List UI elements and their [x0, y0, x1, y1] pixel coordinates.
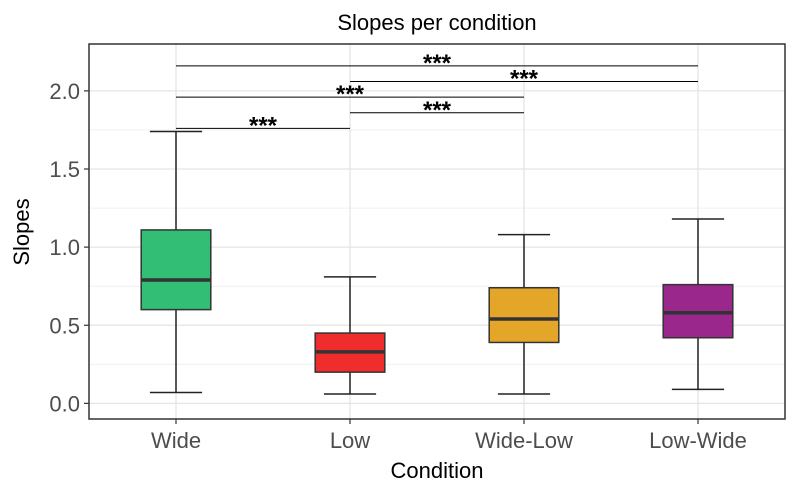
significance-label: ***	[423, 50, 452, 77]
x-axis-title: Condition	[391, 458, 484, 483]
significance-label: ***	[336, 81, 365, 108]
box-iqr	[488, 287, 560, 344]
significance-label: ***	[423, 97, 452, 124]
box-low-wide	[662, 218, 734, 391]
significance-bracket: ***	[176, 112, 350, 139]
y-tick-label: 1.0	[49, 235, 80, 260]
x-tick-label: Low-Wide	[649, 428, 747, 453]
significance-layer: *** *** *** *** ***	[176, 50, 698, 139]
significance-bracket: ***	[350, 66, 698, 93]
significance-bracket: ***	[176, 50, 698, 77]
y-axis: 0.0 0.5 1.0 1.5 2.0	[49, 79, 89, 416]
y-tick-label: 2.0	[49, 79, 80, 104]
box-iqr	[140, 229, 212, 311]
box-wide-low	[488, 233, 560, 395]
box-low	[314, 276, 386, 395]
chart-title: Slopes per condition	[337, 10, 536, 35]
significance-label: ***	[249, 112, 278, 139]
x-tick-label: Low	[330, 428, 370, 453]
y-tick-label: 0.5	[49, 313, 80, 338]
x-tick-label: Wide	[151, 428, 201, 453]
x-axis: Wide Low Wide-Low Low-Wide	[151, 419, 747, 453]
box-wide	[140, 130, 212, 394]
y-tick-label: 1.5	[49, 157, 80, 182]
significance-label: ***	[510, 66, 539, 93]
panel-border	[88, 43, 786, 420]
y-tick-label: 0.0	[49, 391, 80, 416]
boxes-layer	[140, 130, 734, 395]
significance-bracket: ***	[176, 81, 524, 108]
x-tick-label: Wide-Low	[475, 428, 573, 453]
y-axis-title: Slopes	[9, 198, 34, 265]
significance-bracket: ***	[350, 97, 524, 124]
